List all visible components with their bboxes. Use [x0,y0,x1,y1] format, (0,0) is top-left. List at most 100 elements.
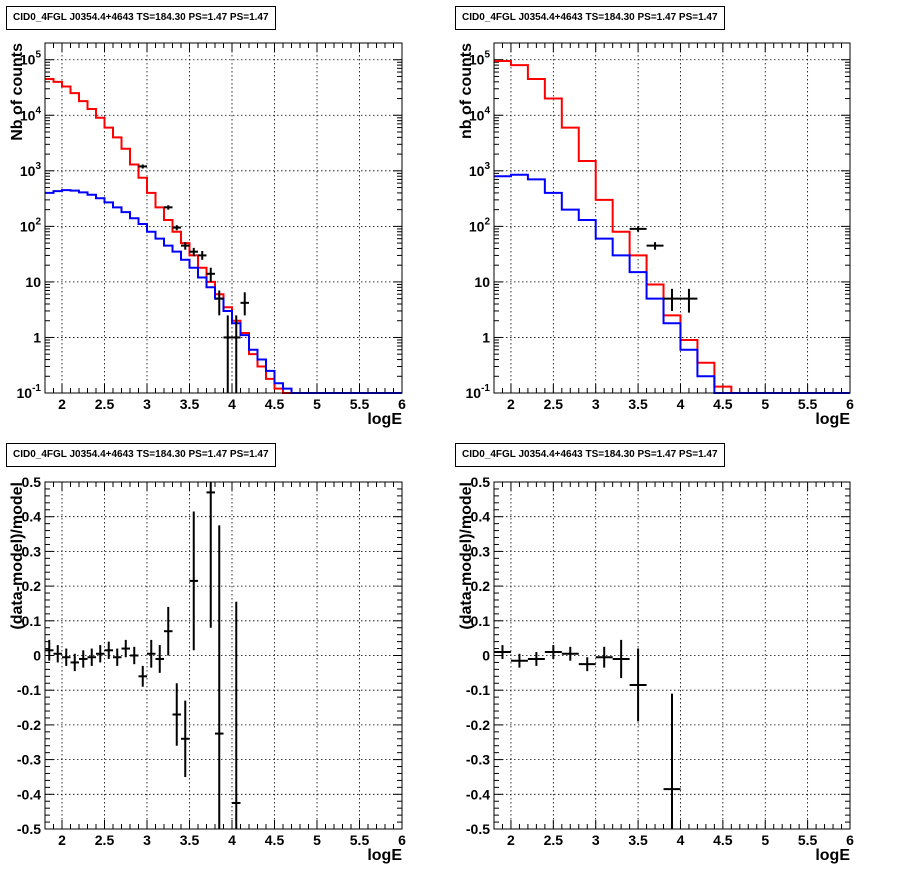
grid-lines [494,43,851,394]
y-tick-label: 0.2 [22,578,42,594]
y-tick-label: -0.3 [466,752,490,768]
data-point [147,639,156,668]
x-tick-label: 2.5 [544,832,564,848]
data-point [544,645,562,659]
data-point [189,511,198,651]
data-point [70,653,79,672]
y-tick-label: 1 [482,329,490,345]
axis-ticks [44,481,403,830]
x-tick-label: 4 [228,396,236,412]
y-tick-label: 0.2 [471,578,491,594]
plot-title: CID0_4FGL J0354.4+4643 TS=184.30 PS=1.47… [455,6,725,30]
data-point [223,315,232,393]
data-point [62,648,71,666]
y-tick-label: 0 [33,648,41,664]
x-tick-label: 4 [228,832,236,848]
x-tick-label: 5 [761,832,769,848]
x-axis-title: logE [815,847,850,864]
y-tick-label: 104 [469,105,491,123]
data-point [53,645,62,663]
x-tick-label: 4.5 [713,832,733,848]
x-tick-label: 5.5 [350,396,370,412]
data-point [189,247,198,257]
x-tick-label: 3.5 [628,832,648,848]
x-tick-label: 3 [592,396,600,412]
data-point [113,648,122,666]
data-point [87,648,96,666]
data-point [527,652,545,666]
pad-bottom-right: 2 2.5 3 3.5 4 4.5 5 5.5 6 -0.5 -0.4 -0.3 -0.2 -0.1 0 0.… [449,437,898,875]
histogram-series [45,77,402,394]
x-axis-title: logE [815,411,850,428]
x-tick-label: 5.5 [350,832,370,848]
y-tick-label: 0 [482,648,490,664]
data-point [663,288,681,311]
axis-ticks [493,481,851,830]
y-axis-title: Nb of counts [9,43,26,141]
data-point [138,164,147,169]
data-point [629,226,647,232]
data-point [130,646,139,665]
x-tick-label: 5.5 [798,832,818,848]
y-tick-label: 0.1 [471,613,491,629]
y-tick-label: 0.1 [22,613,42,629]
counts-plot-left: 2 2.5 3 3.5 4 4.5 5 5.5 6 10-1 1 10 102 103 104 105 logE… [9,42,406,428]
plot-title: CID0_4FGL J0354.4+4643 TS=184.30 PS=1.47… [6,6,276,30]
plot-frame [44,481,403,830]
plot-title: CID0_4FGL J0354.4+4643 TS=184.30 PS=1.47… [6,443,276,467]
y-tick-label: -0.5 [466,821,490,837]
data-point [612,639,630,679]
x-tick-label: 2 [58,396,66,412]
data-points [629,226,698,313]
y-tick-label: 105 [20,50,42,68]
y-axis-title: nb of counts [458,43,475,139]
x-tick-label: 3 [143,396,151,412]
data-point [155,645,164,673]
x-tick-label: 3.5 [628,396,648,412]
y-tick-label: -0.4 [17,786,41,802]
x-tick-label: 2 [58,832,66,848]
histogram-series [45,189,402,394]
data-point [578,657,596,672]
data-point [680,288,698,313]
data-point [172,225,181,231]
y-tick-label: -0.5 [17,821,41,837]
x-tick-label: 6 [398,832,406,848]
y-tick-label: 0.3 [22,543,42,559]
x-tick-label: 2.5 [95,396,115,412]
data-point [96,645,105,663]
y-tick-label: -0.1 [17,682,41,698]
data-point [629,648,647,722]
x-tick-label: 4 [677,832,685,848]
data-points [45,482,241,829]
x-tick-label: 6 [846,832,854,848]
y-tick-label: 0.5 [22,474,42,490]
y-axis-title: (data-model)/model [458,482,475,630]
y-tick-label: -0.3 [17,752,41,768]
y-tick-label: -0.2 [17,717,41,733]
data-points [138,164,249,393]
x-tick-label: 3.5 [180,832,200,848]
x-tick-label: 2.5 [544,396,564,412]
data-point [164,606,173,656]
x-tick-label: 2 [507,396,515,412]
pad-top-right: 2 2.5 3 3.5 4 4.5 5 5.5 6 10-1 1 10 102 103 104 105 logE… [449,0,898,437]
data-point [206,482,215,628]
x-tick-label: 5 [761,396,769,412]
data-point [164,205,173,210]
y-tick-label: 10-1 [466,383,491,401]
x-tick-label: 2.5 [95,832,115,848]
y-tick-label: 103 [469,161,491,179]
data-point [595,646,613,668]
y-tick-label: 105 [469,50,491,68]
plot-frame [44,42,403,394]
grid-lines [45,481,403,830]
data-point [232,315,241,393]
pad-top-left: 2 2.5 3 3.5 4 4.5 5 5.5 6 10-1 1 10 102 103 104 105 logE… [0,0,449,437]
x-tick-label: 4 [677,396,685,412]
data-point [198,251,207,260]
y-tick-label: 102 [469,216,491,234]
residual-plot-right: 2 2.5 3 3.5 4 4.5 5 5.5 6 -0.5 -0.4 -0.3 -0.2 -0.1 0 0.… [458,474,854,864]
grid-lines [45,43,403,394]
x-axis-title: logE [367,411,402,428]
